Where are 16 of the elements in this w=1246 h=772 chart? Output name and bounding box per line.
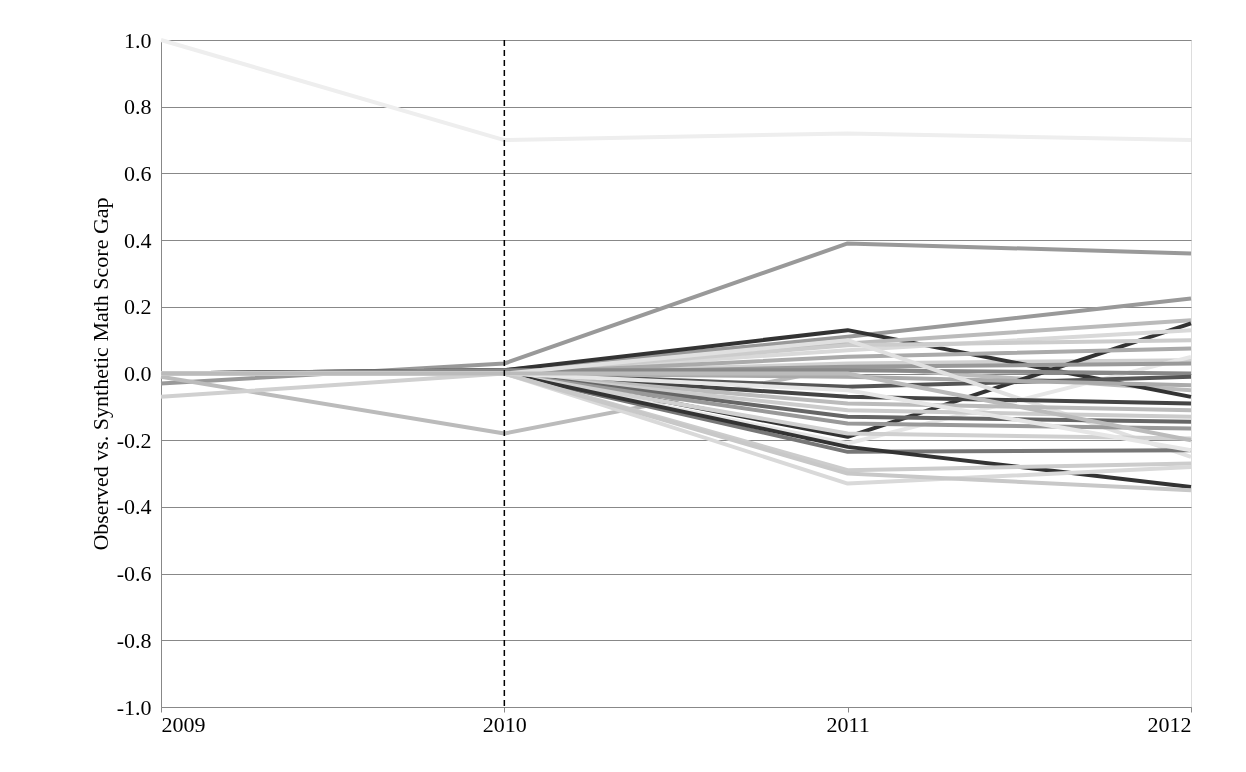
y-tick-label: 0.0 [124,361,152,386]
y-tick-label: 1.0 [124,27,152,53]
y-tick-label: -0.2 [116,427,152,453]
y-axis-title: Observed vs. Synthetic Math Score Gap [87,197,113,551]
x-tick-label: 2010 [482,711,527,737]
x-tick-label: 2009 [161,711,206,737]
y-tick-label: -1.0 [116,694,152,720]
y-tick-label: 0.2 [124,294,152,320]
x-tick-label: 2012 [1147,711,1192,737]
y-tick-label: -0.6 [116,561,152,587]
y-tick-label: -0.4 [116,494,152,520]
y-tick-label: 0.4 [124,227,152,253]
y-tick-label: 0.6 [124,160,152,186]
x-tick-label: 2011 [826,711,870,737]
y-tick-label: 0.8 [124,94,152,120]
y-tick-label: -0.8 [116,627,152,653]
